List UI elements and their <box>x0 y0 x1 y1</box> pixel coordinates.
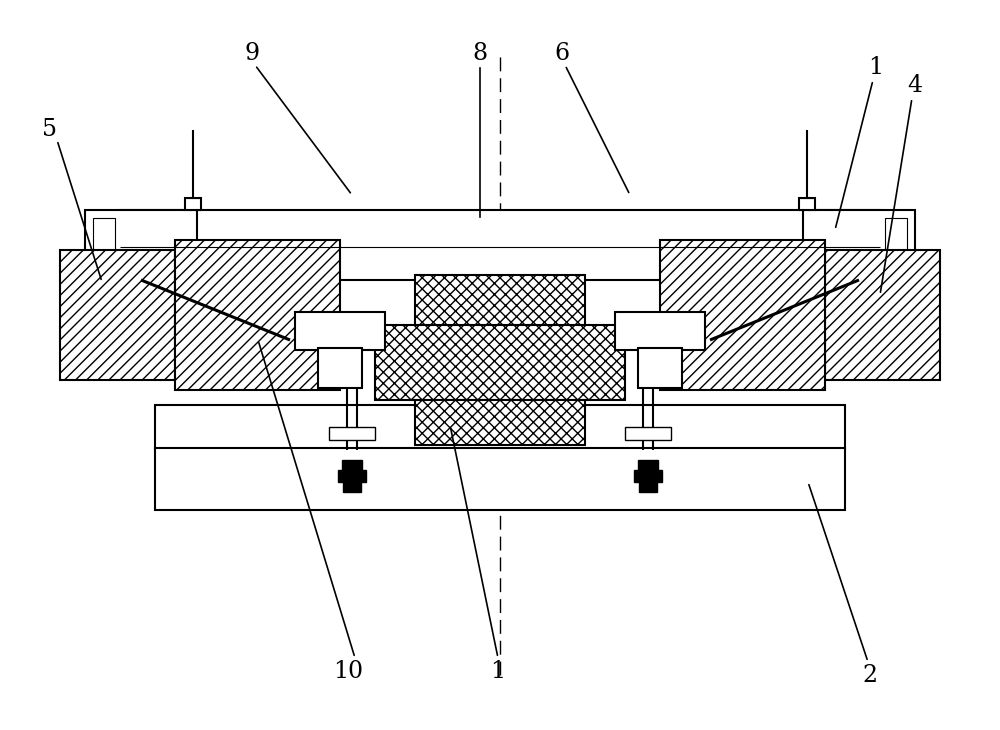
Bar <box>660 240 825 390</box>
Bar <box>625 427 671 440</box>
Text: 8: 8 <box>472 42 488 66</box>
Bar <box>415 400 585 445</box>
Bar <box>343 480 361 492</box>
Bar <box>885 218 907 332</box>
Bar <box>295 312 385 350</box>
Text: 10: 10 <box>333 661 363 683</box>
Bar <box>93 218 115 332</box>
Bar <box>329 427 375 440</box>
Bar <box>85 210 197 340</box>
Text: 4: 4 <box>907 74 923 96</box>
Bar <box>639 480 657 492</box>
Bar <box>638 460 658 472</box>
Bar <box>185 198 201 210</box>
Text: 6: 6 <box>554 42 570 66</box>
Bar <box>338 470 366 482</box>
Bar <box>415 275 585 330</box>
Bar <box>155 405 845 450</box>
Bar <box>825 250 940 380</box>
Bar <box>342 460 362 472</box>
Text: 1: 1 <box>868 56 884 80</box>
Bar <box>318 348 362 388</box>
Bar <box>375 325 625 400</box>
Text: 9: 9 <box>244 42 260 66</box>
Bar <box>155 448 845 510</box>
Text: 5: 5 <box>42 118 58 142</box>
Bar <box>615 312 705 350</box>
Text: 1: 1 <box>490 661 506 683</box>
Bar <box>634 470 662 482</box>
Bar <box>799 198 815 210</box>
Bar <box>60 250 175 380</box>
Text: 2: 2 <box>862 664 878 686</box>
Bar <box>175 240 340 390</box>
Bar <box>803 210 915 340</box>
Bar <box>120 210 880 280</box>
Bar <box>638 348 682 388</box>
